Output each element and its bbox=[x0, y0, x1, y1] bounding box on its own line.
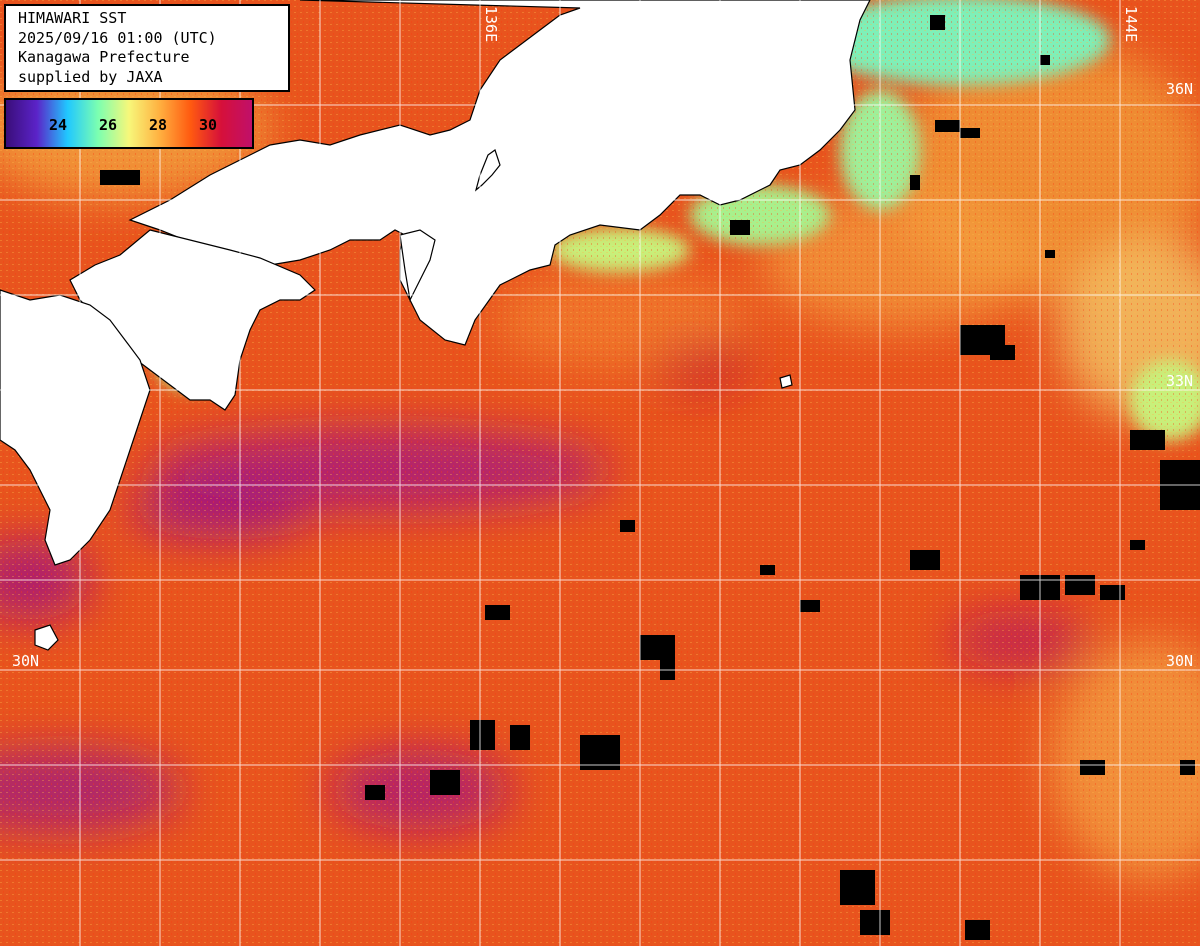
land-island-small bbox=[474, 149, 501, 192]
lon-label-136e: 136E bbox=[482, 6, 500, 43]
info-datetime: 2025/09/16 01:00 (UTC) bbox=[18, 28, 217, 47]
land-island-south bbox=[34, 624, 59, 651]
info-box: HIMAWARI SST 2025/09/16 01:00 (UTC) Kana… bbox=[4, 4, 290, 92]
lat-label-33n-left: 33N bbox=[12, 372, 40, 390]
land-kyushu bbox=[0, 289, 151, 566]
lon-label-144e: 144E bbox=[1122, 6, 1140, 43]
colorbar-tick-24: 24 bbox=[48, 116, 68, 134]
lat-label-36n: 36N bbox=[1166, 80, 1194, 98]
info-region: Kanagawa Prefecture bbox=[18, 48, 190, 66]
lat-label-30n-right: 30N bbox=[1166, 652, 1194, 670]
info-title: HIMAWARI SST bbox=[18, 9, 127, 27]
land-kii bbox=[399, 229, 436, 302]
land-island-izu bbox=[779, 374, 793, 389]
colorbar-legend: 24 26 28 30 bbox=[4, 98, 254, 149]
info-source: supplied by JAXA bbox=[18, 67, 163, 86]
colorbar-tick-26: 26 bbox=[98, 116, 118, 134]
lat-label-33n-right: 33N bbox=[1166, 372, 1194, 390]
colorbar-tick-30: 30 bbox=[198, 116, 218, 134]
lat-label-30n-left: 30N bbox=[12, 652, 40, 670]
colorbar-tick-28: 28 bbox=[148, 116, 168, 134]
